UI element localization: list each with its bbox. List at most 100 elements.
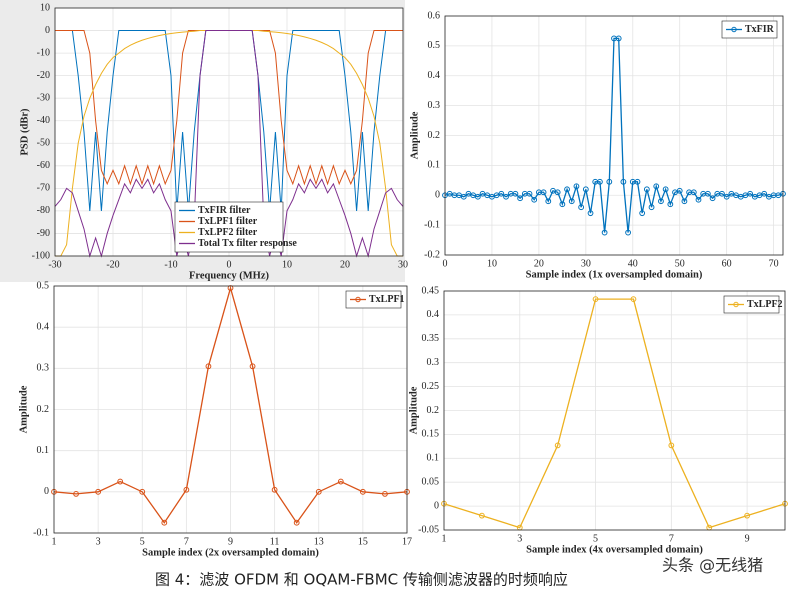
legend-box: [345, 290, 402, 309]
point-marker: [744, 512, 751, 519]
point-marker: [139, 488, 146, 495]
axes-box: [54, 7, 404, 257]
y-tick-label: 0.1: [427, 453, 440, 464]
point-marker: [249, 363, 256, 370]
series-line: [53, 285, 408, 524]
y-tick-label: 0: [434, 500, 439, 511]
legend-label: TxFIR: [745, 24, 775, 35]
point-marker: [653, 183, 660, 190]
point-marker: [161, 519, 168, 526]
x-tick-label: 70: [769, 258, 779, 269]
point-marker: [667, 201, 674, 208]
y-tick-label: -80: [37, 205, 50, 216]
y-tick-label: 0: [435, 190, 440, 201]
x-tick-label: 3: [517, 533, 522, 544]
point-marker: [723, 193, 730, 200]
x-tick-label: -20: [106, 259, 119, 270]
point-marker: [512, 190, 519, 197]
legend-label: Total Tx filter response: [198, 238, 297, 249]
y-tick-label: -0.2: [424, 249, 440, 260]
point-marker: [526, 190, 533, 197]
point-marker: [568, 198, 575, 205]
point-marker: [540, 189, 547, 196]
y-tick-label: 0.1: [428, 160, 441, 171]
point-marker: [337, 478, 344, 485]
x-tick-label: -10: [164, 259, 177, 270]
y-tick-label: 0.4: [428, 70, 441, 81]
point-marker: [478, 512, 485, 519]
x-tick-label: 10: [282, 259, 292, 270]
y-tick-label: 10: [40, 2, 50, 13]
legend-marker: [731, 26, 737, 33]
x-tick-label: 3: [96, 536, 101, 547]
x-tick-label: 30: [581, 258, 591, 269]
y-tick-label: -70: [37, 183, 50, 194]
legend-label: TxLPF1: [369, 294, 405, 305]
y-tick-label: -20: [37, 70, 50, 81]
x-axis-label: Sample index (4x oversampled domain): [526, 544, 703, 555]
point-marker: [271, 486, 278, 493]
point-marker: [382, 490, 388, 497]
point-marker: [73, 490, 79, 497]
point-marker: [498, 190, 505, 197]
y-tick-label: 0.5: [37, 280, 50, 291]
point-marker: [690, 189, 697, 196]
y-tick-label: 0.4: [427, 309, 440, 320]
x-tick-label: 30: [398, 259, 408, 270]
y-tick-label: -30: [37, 92, 50, 103]
legend-label: TxLPF2 filter: [198, 227, 258, 238]
legend-label: TxLPF2: [747, 299, 783, 310]
point-marker: [564, 186, 570, 193]
y-tick-label: -90: [37, 228, 50, 239]
axes-box: [443, 290, 786, 531]
y-axis-label: Amplitude: [18, 385, 29, 433]
y-tick-label: -100: [32, 250, 50, 261]
point-marker: [704, 190, 711, 197]
point-marker: [634, 178, 641, 185]
series-line: [54, 30, 404, 258]
point-marker: [630, 296, 637, 303]
point-marker: [625, 229, 631, 236]
point-marker: [117, 478, 124, 485]
legend-label: TxFIR filter: [198, 205, 251, 216]
y-axis-label: PSD (dBr): [19, 108, 30, 155]
point-marker: [554, 442, 561, 449]
y-tick-label: 0.35: [422, 333, 440, 344]
x-tick-label: 20: [340, 259, 350, 270]
watermark: 头条 @无线猪: [662, 556, 763, 575]
x-tick-label: -30: [48, 259, 61, 270]
point-marker: [681, 198, 688, 205]
point-marker: [615, 35, 622, 42]
point-marker: [578, 204, 585, 211]
point-marker: [592, 296, 599, 303]
point-marker: [643, 186, 650, 193]
x-tick-label: 7: [669, 533, 674, 544]
point-marker: [460, 193, 467, 200]
x-tick-label: 7: [184, 536, 189, 547]
x-axis-label: Sample index (2x oversampled domain): [142, 547, 319, 558]
x-axis-label: Frequency (MHz): [189, 270, 269, 281]
point-marker: [601, 229, 608, 236]
x-tick-label: 50: [675, 258, 685, 269]
caption: 图 4：滤波 OFDM 和 OQAM-FBMC 传输侧滤波器的时频响应: [155, 571, 568, 589]
y-tick-label: 0.4: [37, 321, 50, 332]
legend: TxLPF1: [345, 290, 405, 309]
legend-marker: [733, 301, 739, 308]
y-axis-label: Amplitude: [409, 111, 420, 159]
point-marker: [709, 195, 716, 202]
x-tick-label: 11: [270, 536, 280, 547]
y-tick-label: 0.05: [422, 476, 440, 487]
y-axis-label: Amplitude: [408, 386, 419, 434]
legend: TxFIR: [721, 20, 778, 39]
point-marker: [95, 488, 102, 495]
y-tick-label: 0: [44, 486, 49, 497]
x-tick-label: 40: [628, 258, 638, 269]
x-tick-label: 10: [487, 258, 497, 269]
point-marker: [662, 186, 669, 193]
series-line: [443, 298, 786, 529]
point-marker: [582, 186, 589, 193]
legend-box: [723, 295, 780, 314]
x-tick-label: 13: [314, 536, 324, 547]
